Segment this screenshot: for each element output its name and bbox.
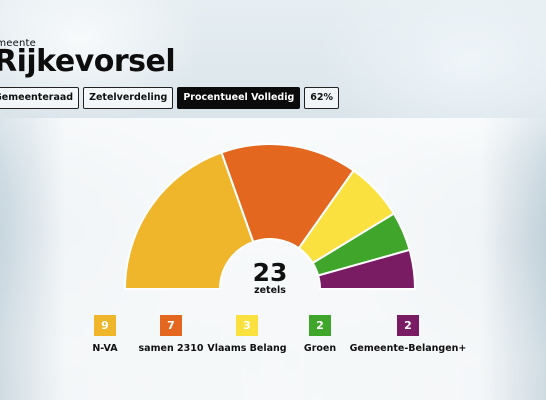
legend-seat-badge: 9 [94,315,116,336]
legend-party-name: samen 2310 [138,343,204,354]
legend-seat-badge: 2 [309,315,331,336]
seat-segment-gemeente-belangen[interactable] [316,248,417,290]
total-seats-label: zetels [254,285,286,296]
seat-segment-n-va[interactable] [123,151,255,290]
legend-item-gemeente-belangen: 2 Gemeente-Belangen+ [348,314,468,354]
legend-item-groen: 2 Groen [260,314,380,354]
total-seats-value: 23 [252,258,288,287]
tab-gemeenteraad[interactable]: Gemeenteraad [0,87,80,109]
legend-seat-badge: 3 [236,315,258,336]
page-header: emeente Rijkevorsel Gemeenteraad Zetelve… [0,0,546,118]
municipality-kicker: emeente [0,38,37,49]
legend-party-name: Vlaams Belang [207,343,287,354]
seat-segment-samen-2310[interactable] [220,143,356,250]
legend-item-n-va: 9 N-VA [45,314,165,354]
legend-seat-badge: 2 [397,315,419,336]
legend-item-vlaams-belang: 3 Vlaams Belang [187,314,307,354]
legend-party-name: Gemeente-Belangen+ [349,343,467,354]
tab-counted-percentage[interactable]: 62% [304,87,340,109]
legend-party-name: N-VA [92,343,118,354]
tab-zetelverdeling[interactable]: Zetelverdeling [83,87,174,109]
legend-item-samen-2310: 7 samen 2310 [111,314,231,354]
legend-seat-badge: 7 [160,315,182,336]
view-tabs: Gemeenteraad Zetelverdeling Procentueel … [0,87,340,109]
legend-party-name: Groen [303,343,337,354]
tab-procentueel-volledig[interactable]: Procentueel Volledig [177,87,301,109]
page-title: Rijkevorsel [0,44,176,79]
